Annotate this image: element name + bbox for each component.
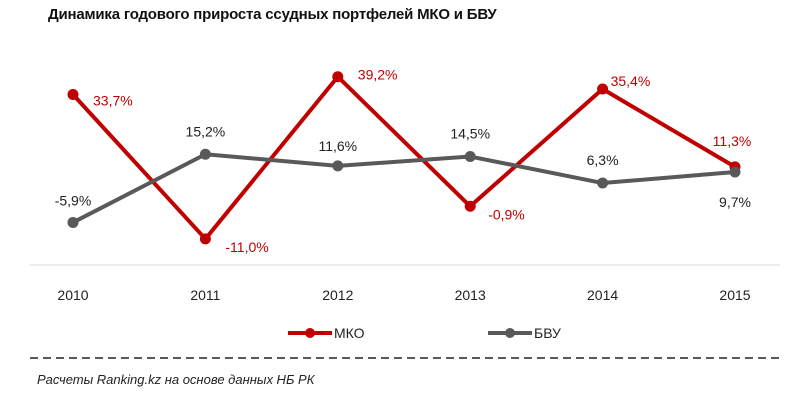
x-tick-label: 2014 [587,287,618,303]
data-label: -5,9% [55,192,92,208]
data-point [332,71,344,83]
legend-label: МКО [334,325,365,341]
data-label: 33,7% [93,93,133,109]
data-label: 14,5% [450,126,490,142]
data-label: 11,6% [318,138,357,154]
data-point [67,89,79,101]
data-label: 39,2% [358,67,398,83]
chart-title: Динамика годового прироста ссудных портф… [48,6,497,23]
data-point [464,151,476,163]
x-tick-label: 2011 [190,287,220,303]
data-point [729,166,741,178]
data-point [332,160,344,172]
data-label: 11,3% [713,133,752,149]
data-point [67,216,79,228]
x-tick-label: 2010 [57,287,88,303]
legend-label: БВУ [534,325,561,341]
data-label: -11,0% [225,239,268,255]
data-point [464,200,476,212]
x-tick-label: 2013 [455,287,486,303]
data-point [199,233,211,245]
data-label: 6,3% [587,152,619,168]
data-label: 35,4% [611,73,651,89]
legend-marker [305,328,315,338]
data-point [199,148,211,160]
series-line-bvu [72,152,736,225]
data-label: 9,7% [719,194,751,210]
data-point [597,177,609,189]
data-label: 15,2% [186,123,226,139]
source-note: Расчеты Ranking.kz на основе данных НБ Р… [37,372,315,387]
legend-marker [505,328,515,338]
series-line-mko [71,74,737,241]
data-label: -0,9% [488,206,525,222]
data-point [597,83,609,95]
x-tick-label: 2012 [322,287,353,303]
x-tick-label: 2015 [719,287,750,303]
